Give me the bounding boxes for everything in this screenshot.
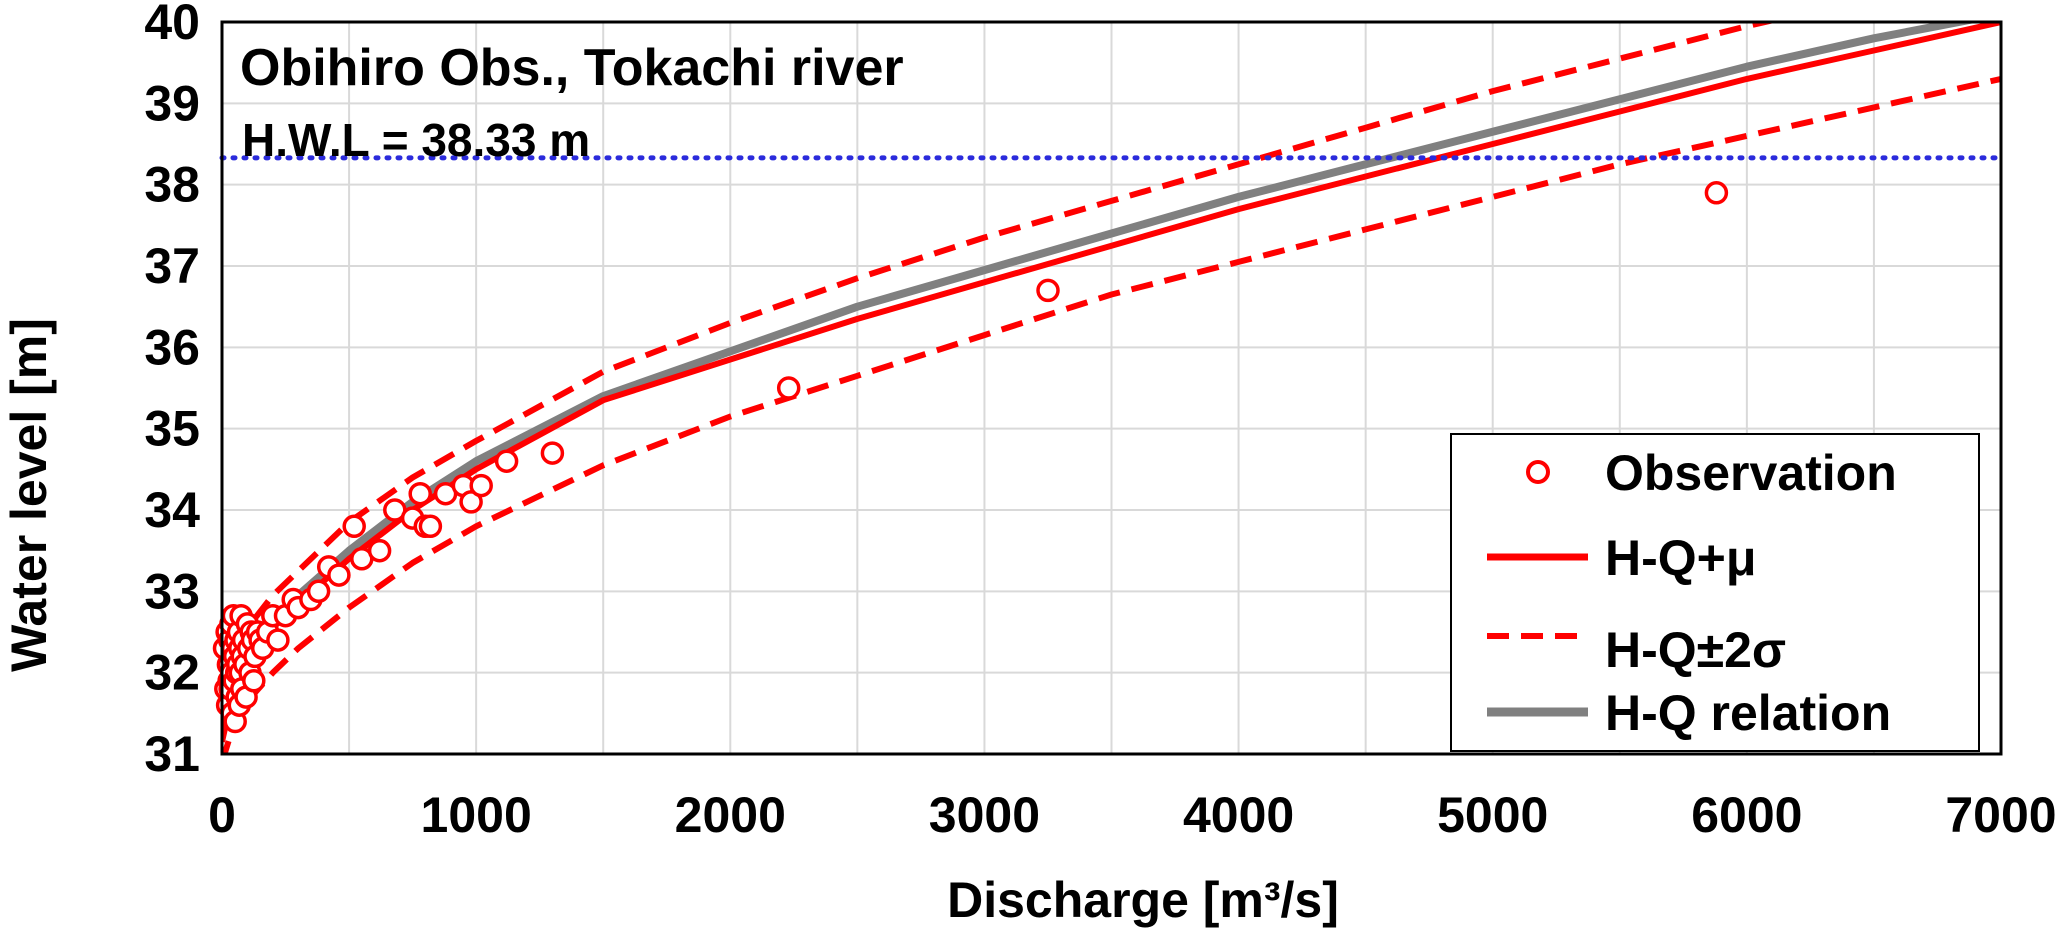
x-tick-label: 0 — [208, 787, 236, 843]
y-tick-label: 38 — [144, 157, 200, 213]
observation-point — [342, 514, 366, 539]
x-tick-label: 4000 — [1183, 787, 1294, 843]
y-tick-label: 34 — [144, 482, 200, 538]
legend-box — [1450, 433, 1980, 752]
y-tick-label: 36 — [144, 319, 200, 375]
legend-observation-marker — [1526, 460, 1550, 484]
observation-point — [418, 514, 443, 539]
x-axis-title: Discharge [m³/s] — [947, 872, 1339, 928]
y-axis-title: Water level [m] — [1, 318, 57, 672]
x-tick-label: 6000 — [1691, 787, 1802, 843]
y-tick-label: 40 — [144, 0, 200, 50]
observation-points — [212, 181, 1729, 734]
y-tick-label: 39 — [144, 75, 200, 131]
observation-point — [776, 376, 801, 400]
y-tick-label: 33 — [144, 563, 200, 619]
legend-observation-label: Observation — [1605, 445, 1897, 501]
legend: Observation H-Q+μ H-Q±2σ H-Q relation — [1450, 433, 1980, 752]
observation-point — [306, 579, 331, 604]
legend-hq-label: H-Q relation — [1605, 685, 1891, 741]
x-tick-label: 2000 — [675, 787, 786, 843]
y-tick-label: 35 — [144, 401, 200, 457]
observation-point — [266, 628, 290, 652]
observation-point — [408, 481, 432, 506]
x-tick-label: 7000 — [1945, 787, 2056, 843]
chart-title: Obihiro Obs., Tokachi river — [240, 39, 904, 97]
y-tick-label: 37 — [144, 238, 200, 294]
observation-point — [1036, 278, 1060, 303]
legend-band-label: H-Q±2σ — [1605, 622, 1786, 678]
observation-point — [242, 669, 266, 693]
hwl-annotation: H.W.L = 38.33 m — [242, 114, 590, 166]
observation-point — [327, 563, 351, 587]
y-tick-label: 31 — [144, 726, 200, 782]
observation-point — [494, 449, 519, 473]
x-tick-label: 1000 — [421, 787, 532, 843]
x-tick-label: 3000 — [929, 787, 1040, 843]
observation-point — [459, 490, 483, 514]
legend-mean-label: H-Q+μ — [1605, 530, 1756, 586]
series-line-h-q-2- — [222, 22, 1779, 714]
observation-point — [540, 441, 565, 465]
y-tick-label: 32 — [144, 645, 200, 701]
y-tick-labels: 31 32 33 34 35 36 37 38 39 40 — [144, 0, 200, 782]
x-tick-labels: 0 1000 2000 3000 4000 5000 6000 7000 — [208, 787, 2057, 843]
x-tick-label: 5000 — [1437, 787, 1548, 843]
observation-point — [1704, 181, 1729, 205]
observation-point — [469, 473, 493, 498]
plot-frame — [220, 20, 2003, 756]
observation-point — [367, 538, 392, 563]
